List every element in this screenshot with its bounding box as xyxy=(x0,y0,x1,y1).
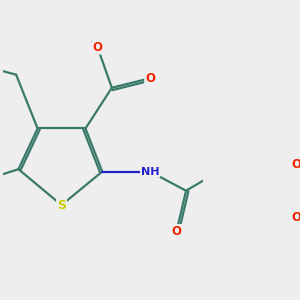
Text: S: S xyxy=(57,199,66,212)
Text: O: O xyxy=(292,211,300,224)
Text: NH: NH xyxy=(141,167,159,177)
Text: O: O xyxy=(92,40,103,54)
Text: O: O xyxy=(292,158,300,171)
Text: O: O xyxy=(145,72,155,85)
Text: O: O xyxy=(172,225,182,238)
